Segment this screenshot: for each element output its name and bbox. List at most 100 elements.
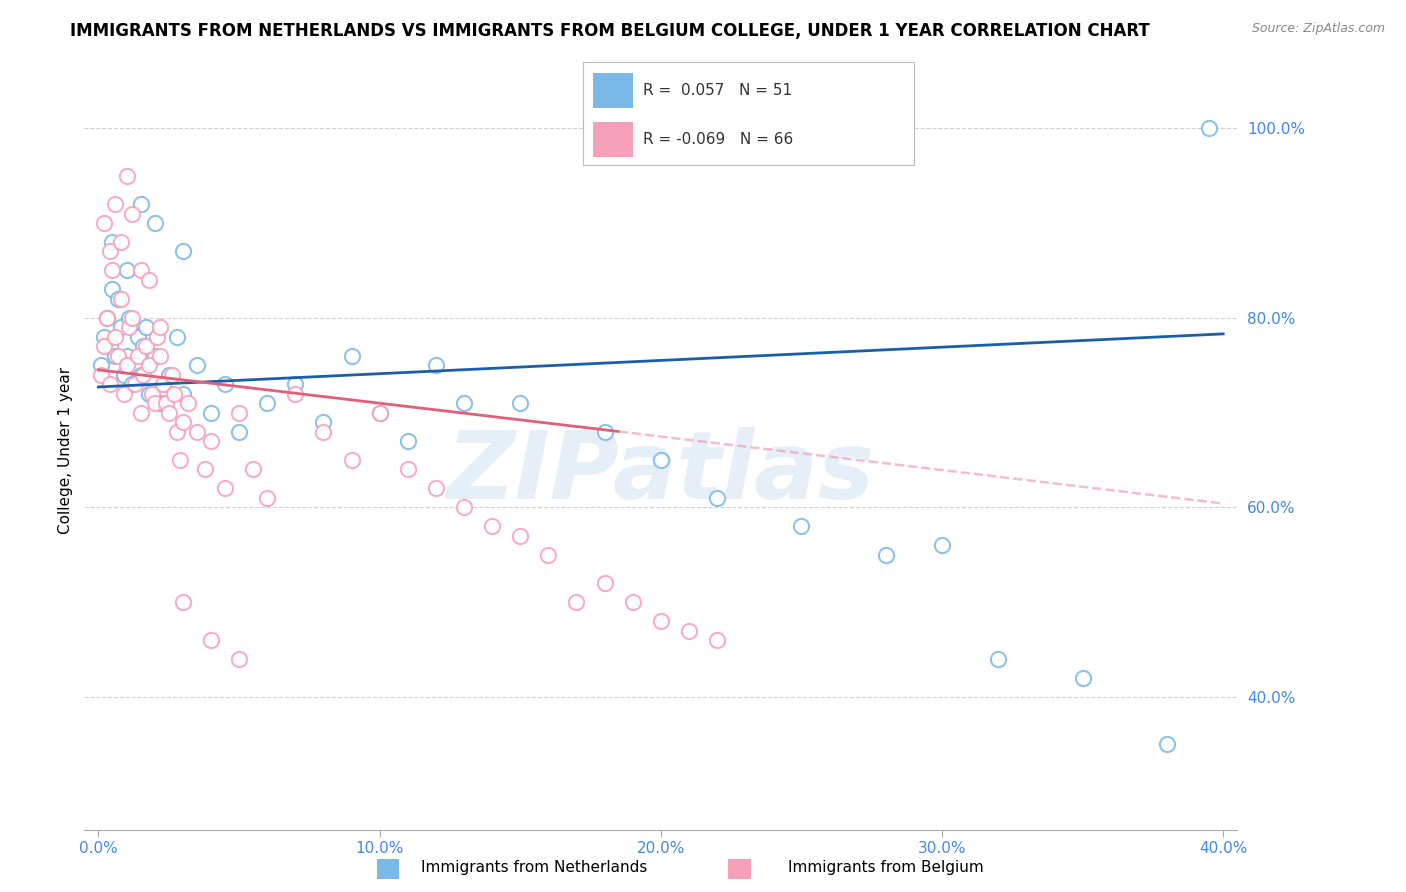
Point: [138, 273, 160, 287]
Point: [90, 358, 112, 372]
Point: [127, 349, 149, 363]
Point: [425, 358, 447, 372]
Point: [453, 396, 475, 410]
Point: [228, 425, 250, 439]
Point: [115, 358, 138, 372]
Point: [1198, 121, 1220, 136]
Point: [537, 548, 560, 562]
Point: [121, 206, 143, 220]
Point: [90, 368, 112, 382]
Point: [650, 453, 672, 467]
Point: [256, 491, 278, 505]
Point: [186, 358, 208, 372]
Point: [200, 633, 222, 648]
Point: [368, 406, 391, 420]
Point: [565, 595, 588, 609]
Point: [149, 349, 172, 363]
Point: [138, 358, 160, 372]
Point: [121, 377, 143, 392]
Point: [157, 368, 180, 382]
Point: [166, 330, 188, 344]
Point: [124, 358, 146, 372]
Y-axis label: College, Under 1 year: College, Under 1 year: [58, 367, 73, 534]
Point: [127, 330, 149, 344]
Point: [101, 235, 124, 249]
Point: [104, 330, 127, 344]
Point: [115, 349, 138, 363]
Point: [509, 396, 531, 410]
Point: [214, 482, 236, 496]
Point: [340, 349, 363, 363]
Text: IMMIGRANTS FROM NETHERLANDS VS IMMIGRANTS FROM BELGIUM COLLEGE, UNDER 1 YEAR COR: IMMIGRANTS FROM NETHERLANDS VS IMMIGRANT…: [70, 22, 1150, 40]
Point: [163, 386, 186, 401]
Text: R = -0.069   N = 66: R = -0.069 N = 66: [643, 132, 793, 147]
Point: [104, 349, 127, 363]
Point: [121, 310, 143, 325]
Point: [101, 263, 124, 277]
Point: [284, 377, 307, 392]
Text: Immigrants from Belgium: Immigrants from Belgium: [787, 860, 984, 874]
Point: [152, 377, 174, 392]
Point: [160, 368, 183, 382]
Point: [115, 263, 138, 277]
Point: [987, 652, 1010, 666]
Point: [169, 453, 191, 467]
Point: [481, 519, 503, 533]
Point: [96, 310, 118, 325]
Point: [93, 339, 115, 353]
Point: [157, 406, 180, 420]
Point: [107, 349, 129, 363]
Point: [104, 197, 127, 211]
Point: [132, 339, 155, 353]
Point: [678, 624, 700, 638]
FancyBboxPatch shape: [593, 122, 633, 157]
Point: [177, 396, 200, 410]
Point: [143, 216, 166, 230]
Text: Immigrants from Netherlands: Immigrants from Netherlands: [420, 860, 648, 874]
Point: [425, 482, 447, 496]
Point: [166, 425, 188, 439]
Point: [98, 244, 121, 259]
Point: [146, 330, 169, 344]
Point: [129, 368, 152, 382]
Point: [509, 529, 531, 543]
Point: [172, 415, 194, 429]
Point: [98, 339, 121, 353]
Point: [115, 169, 138, 183]
Point: [135, 339, 157, 353]
Point: [149, 320, 172, 334]
Point: [141, 386, 163, 401]
Point: [96, 310, 118, 325]
Point: [312, 415, 335, 429]
Point: [284, 386, 307, 401]
Point: [650, 614, 672, 628]
Point: [118, 320, 141, 334]
Point: [132, 368, 155, 382]
Point: [172, 244, 194, 259]
Point: [621, 595, 644, 609]
Point: [453, 500, 475, 515]
Point: [110, 320, 132, 334]
Text: ZIPatlas: ZIPatlas: [447, 427, 875, 519]
Point: [98, 377, 121, 392]
Point: [186, 425, 208, 439]
Text: R =  0.057   N = 51: R = 0.057 N = 51: [643, 83, 792, 97]
Point: [143, 396, 166, 410]
Point: [149, 396, 172, 410]
Point: [228, 652, 250, 666]
Point: [112, 386, 135, 401]
Point: [107, 292, 129, 306]
Point: [931, 538, 953, 552]
Point: [242, 462, 264, 476]
Point: [93, 330, 115, 344]
Point: [93, 216, 115, 230]
Point: [110, 235, 132, 249]
Point: [155, 396, 177, 410]
Point: [396, 434, 419, 448]
Point: [129, 263, 152, 277]
Point: [875, 548, 897, 562]
Point: [124, 377, 146, 392]
Point: [368, 406, 391, 420]
Point: [228, 406, 250, 420]
Point: [312, 425, 335, 439]
